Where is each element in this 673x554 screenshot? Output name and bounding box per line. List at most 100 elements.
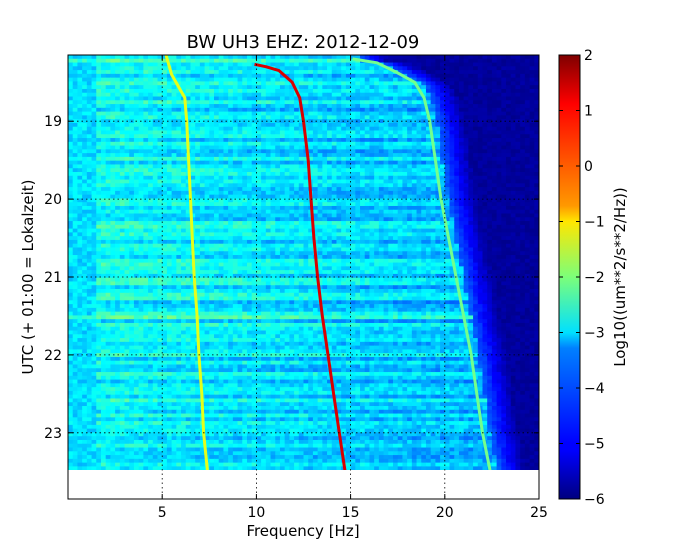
heatmap-cell xyxy=(119,138,126,143)
heatmap-cell xyxy=(68,153,74,158)
heatmap-cell xyxy=(176,104,182,109)
heatmap-cell xyxy=(214,62,220,67)
heatmap-cell xyxy=(284,153,290,158)
heatmap-cell xyxy=(388,183,394,188)
heatmap-cell xyxy=(199,228,206,233)
heatmap-cell xyxy=(256,198,262,203)
heatmap-cell xyxy=(458,107,465,113)
heatmap-cell xyxy=(378,179,385,184)
heatmap-cell xyxy=(473,168,479,173)
heatmap-cell xyxy=(520,70,526,75)
heatmap-cell xyxy=(482,92,488,98)
heatmap-cell xyxy=(298,239,305,245)
heatmap-cell xyxy=(520,232,526,237)
heatmap-cell xyxy=(86,228,93,233)
heatmap-cell xyxy=(279,134,286,139)
heatmap-cell xyxy=(86,160,93,166)
heatmap-cell xyxy=(506,126,512,132)
heatmap-cell xyxy=(345,111,352,116)
heatmap-cell xyxy=(364,141,371,147)
heatmap-cell xyxy=(463,156,469,162)
heatmap-cell xyxy=(133,236,140,241)
heatmap-cell xyxy=(421,236,427,241)
heatmap-cell xyxy=(82,217,88,222)
heatmap-cell xyxy=(331,66,338,71)
heatmap-cell xyxy=(152,224,159,230)
heatmap-cell xyxy=(242,130,248,135)
heatmap-cell xyxy=(468,66,474,71)
heatmap-cell xyxy=(251,198,257,203)
heatmap-cell xyxy=(261,164,267,169)
heatmap-cell xyxy=(289,213,295,218)
heatmap-cell xyxy=(529,236,535,241)
heatmap-cell xyxy=(444,58,451,64)
heatmap-cell xyxy=(331,183,338,188)
heatmap-cell xyxy=(487,172,493,177)
heatmap-cell xyxy=(148,104,154,109)
heatmap-cell xyxy=(110,153,116,158)
heatmap-cell xyxy=(458,221,465,226)
heatmap-cell xyxy=(204,213,210,218)
heatmap-cell xyxy=(181,224,187,230)
heatmap-cell xyxy=(454,187,460,192)
heatmap-cell xyxy=(294,232,300,237)
heatmap-cell xyxy=(425,130,432,135)
heatmap-cell xyxy=(336,205,342,211)
heatmap-cell xyxy=(529,55,535,60)
heatmap-cell xyxy=(110,149,116,154)
heatmap-cell xyxy=(143,168,149,173)
heatmap-cell xyxy=(77,183,83,188)
heatmap-cell xyxy=(435,134,441,139)
heatmap-cell xyxy=(327,81,333,86)
heatmap-cell xyxy=(82,209,88,215)
heatmap-cell xyxy=(157,164,163,169)
heatmap-cell xyxy=(312,145,319,150)
heatmap-cell xyxy=(317,81,323,86)
heatmap-cell xyxy=(463,145,469,150)
heatmap-cell xyxy=(218,228,225,233)
heatmap-cell xyxy=(510,141,517,147)
heatmap-cell xyxy=(501,164,507,169)
heatmap-cell xyxy=(327,232,333,237)
heatmap-cell xyxy=(232,134,239,139)
heatmap-cell xyxy=(96,187,102,192)
heatmap-cell xyxy=(440,107,446,113)
heatmap-cell xyxy=(190,107,196,113)
heatmap-cell xyxy=(458,138,465,143)
heatmap-cell xyxy=(91,224,97,230)
heatmap-cell xyxy=(374,62,380,67)
heatmap-cell xyxy=(482,149,488,154)
heatmap-cell xyxy=(482,111,488,116)
heatmap-cell xyxy=(440,73,446,79)
heatmap-cell xyxy=(86,149,93,154)
heatmap-cell xyxy=(402,187,408,192)
heatmap-cell xyxy=(355,107,361,113)
heatmap-cell xyxy=(378,55,385,60)
heatmap-cell xyxy=(482,145,488,150)
heatmap-cell xyxy=(369,141,375,147)
heatmap-cell xyxy=(138,190,144,196)
heatmap-cell xyxy=(190,141,196,147)
heatmap-cell xyxy=(261,236,267,241)
heatmap-cell xyxy=(534,156,539,162)
heatmap-cell xyxy=(152,164,159,169)
heatmap-cell xyxy=(242,145,248,150)
heatmap-cell xyxy=(176,81,182,86)
heatmap-cell xyxy=(463,55,469,60)
heatmap-cell xyxy=(482,62,488,67)
heatmap-cell xyxy=(86,58,93,64)
heatmap-cell xyxy=(430,104,436,109)
heatmap-cell xyxy=(72,145,79,150)
heatmap-cell xyxy=(246,138,253,143)
heatmap-cell xyxy=(133,111,140,116)
heatmap-cell xyxy=(425,175,432,181)
heatmap-cell xyxy=(383,122,389,128)
heatmap-cell xyxy=(209,205,215,211)
heatmap-cell xyxy=(124,134,130,139)
heatmap-cell xyxy=(228,221,234,226)
heatmap-cell xyxy=(91,100,97,105)
heatmap-cell xyxy=(458,236,465,241)
heatmap-cell xyxy=(336,92,342,98)
heatmap-cell xyxy=(322,164,328,169)
heatmap-cell xyxy=(369,107,375,113)
